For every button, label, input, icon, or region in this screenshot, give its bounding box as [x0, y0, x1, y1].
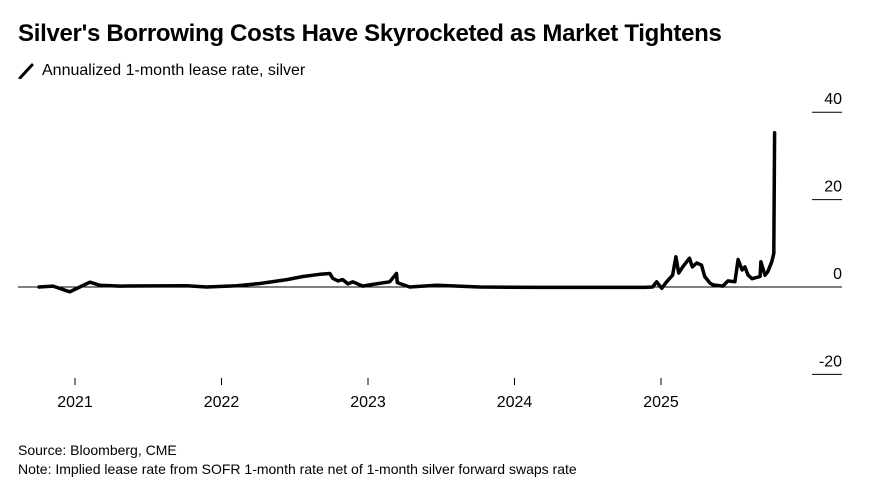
legend-line-icon	[18, 63, 34, 79]
x-tick-label: 2021	[57, 394, 93, 411]
footnote: Note: Implied lease rate from SOFR 1-mon…	[18, 461, 577, 477]
legend-label: Annualized 1-month lease rate, silver	[42, 62, 306, 79]
y-tick-label: -20	[819, 353, 842, 370]
x-tick-label: 2024	[497, 394, 533, 411]
y-tick-label: 40	[824, 91, 842, 108]
legend: Annualized 1-month lease rate, silver	[18, 62, 305, 80]
source-note: Source: Bloomberg, CME	[18, 442, 177, 458]
x-tick-label: 2022	[204, 394, 240, 411]
series-line-lease-rate	[37, 130, 777, 294]
line-chart: 40 20 0 -20 2021 2022 2023 2024 2025	[18, 91, 842, 411]
x-tick-label: 2023	[350, 394, 386, 411]
chart-title: Silver's Borrowing Costs Have Skyrockete…	[18, 20, 722, 47]
y-tick-label: 20	[824, 179, 842, 196]
y-tick-label: 0	[833, 266, 842, 283]
x-tick-label: 2025	[643, 394, 679, 411]
